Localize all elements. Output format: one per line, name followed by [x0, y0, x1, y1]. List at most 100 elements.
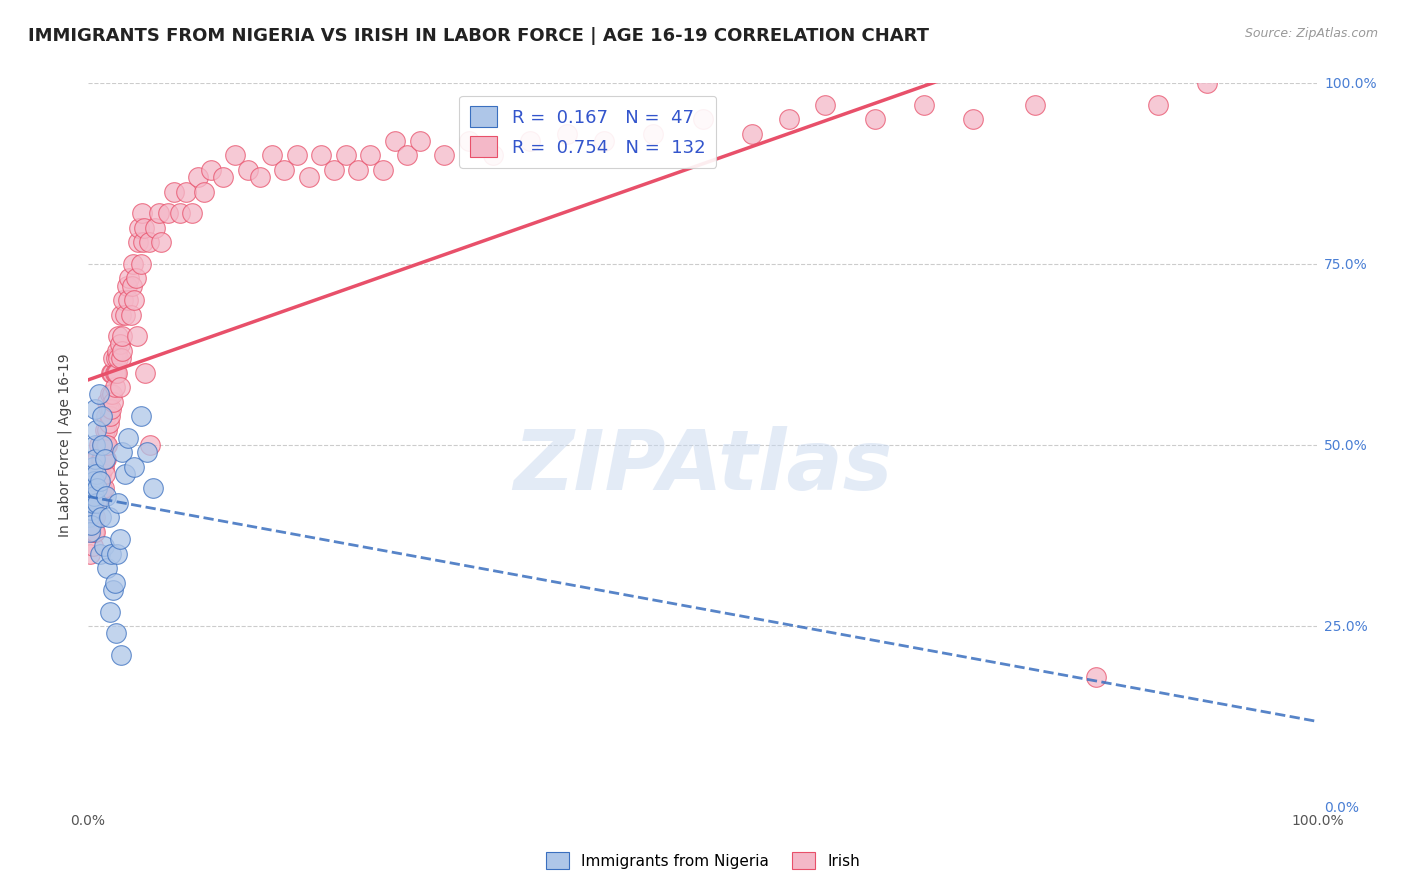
Point — [82, 482, 104, 496]
Point — [105, 547, 128, 561]
Point — [169, 206, 191, 220]
Point — [77, 510, 100, 524]
Point — [298, 170, 321, 185]
Point — [82, 496, 104, 510]
Point — [131, 206, 153, 220]
Point — [1085, 670, 1108, 684]
Point — [82, 539, 104, 553]
Point — [593, 134, 616, 148]
Point — [84, 467, 107, 481]
Point — [79, 510, 101, 524]
Point — [79, 482, 101, 496]
Point — [912, 97, 935, 112]
Text: IMMIGRANTS FROM NIGERIA VS IRISH IN LABOR FORCE | AGE 16-19 CORRELATION CHART: IMMIGRANTS FROM NIGERIA VS IRISH IN LABO… — [28, 27, 929, 45]
Point — [142, 482, 165, 496]
Point — [105, 343, 128, 358]
Point — [86, 452, 108, 467]
Point — [94, 424, 117, 438]
Point — [104, 366, 127, 380]
Point — [122, 257, 145, 271]
Point — [77, 496, 100, 510]
Point — [89, 467, 111, 481]
Point — [96, 561, 118, 575]
Point — [433, 148, 456, 162]
Point — [111, 329, 134, 343]
Point — [156, 206, 179, 220]
Point — [83, 524, 105, 539]
Point — [96, 394, 118, 409]
Point — [1195, 76, 1218, 90]
Point — [117, 431, 139, 445]
Point — [107, 329, 129, 343]
Point — [86, 496, 108, 510]
Point — [118, 271, 141, 285]
Point — [84, 524, 107, 539]
Point — [138, 235, 160, 250]
Point — [97, 401, 120, 416]
Point — [77, 524, 100, 539]
Point — [84, 438, 107, 452]
Legend: R =  0.167   N =  47, R =  0.754   N =  132: R = 0.167 N = 47, R = 0.754 N = 132 — [460, 95, 716, 168]
Point — [555, 127, 578, 141]
Point — [396, 148, 419, 162]
Point — [104, 626, 127, 640]
Point — [87, 482, 110, 496]
Point — [86, 482, 108, 496]
Point — [89, 474, 111, 488]
Point — [87, 467, 110, 481]
Legend: Immigrants from Nigeria, Irish: Immigrants from Nigeria, Irish — [540, 846, 866, 875]
Point — [863, 112, 886, 127]
Point — [84, 467, 107, 481]
Point — [127, 235, 149, 250]
Point — [814, 97, 837, 112]
Point — [79, 482, 101, 496]
Point — [124, 271, 146, 285]
Point — [103, 582, 125, 597]
Point — [129, 409, 152, 423]
Point — [90, 510, 112, 524]
Point — [83, 474, 105, 488]
Point — [90, 452, 112, 467]
Point — [124, 293, 146, 307]
Point — [100, 401, 122, 416]
Point — [93, 438, 115, 452]
Point — [104, 366, 127, 380]
Point — [134, 366, 156, 380]
Point — [129, 257, 152, 271]
Point — [347, 162, 370, 177]
Point — [84, 452, 107, 467]
Point — [249, 170, 271, 185]
Point — [80, 517, 103, 532]
Point — [108, 336, 131, 351]
Point — [285, 148, 308, 162]
Text: Source: ZipAtlas.com: Source: ZipAtlas.com — [1244, 27, 1378, 40]
Point — [111, 343, 134, 358]
Point — [84, 510, 107, 524]
Point — [91, 482, 114, 496]
Point — [83, 474, 105, 488]
Point — [94, 452, 117, 467]
Point — [121, 278, 143, 293]
Point — [311, 148, 333, 162]
Point — [262, 148, 284, 162]
Point — [457, 134, 479, 148]
Point — [778, 112, 800, 127]
Y-axis label: In Labor Force | Age 16-19: In Labor Force | Age 16-19 — [58, 353, 72, 537]
Point — [94, 438, 117, 452]
Point — [82, 459, 104, 474]
Point — [94, 489, 117, 503]
Point — [200, 162, 222, 177]
Point — [83, 496, 105, 510]
Point — [96, 424, 118, 438]
Point — [91, 438, 114, 452]
Point — [692, 112, 714, 127]
Point — [117, 293, 139, 307]
Point — [87, 387, 110, 401]
Point — [82, 510, 104, 524]
Point — [93, 482, 115, 496]
Point — [335, 148, 357, 162]
Point — [93, 539, 115, 553]
Point — [273, 162, 295, 177]
Point — [139, 438, 162, 452]
Point — [94, 467, 117, 481]
